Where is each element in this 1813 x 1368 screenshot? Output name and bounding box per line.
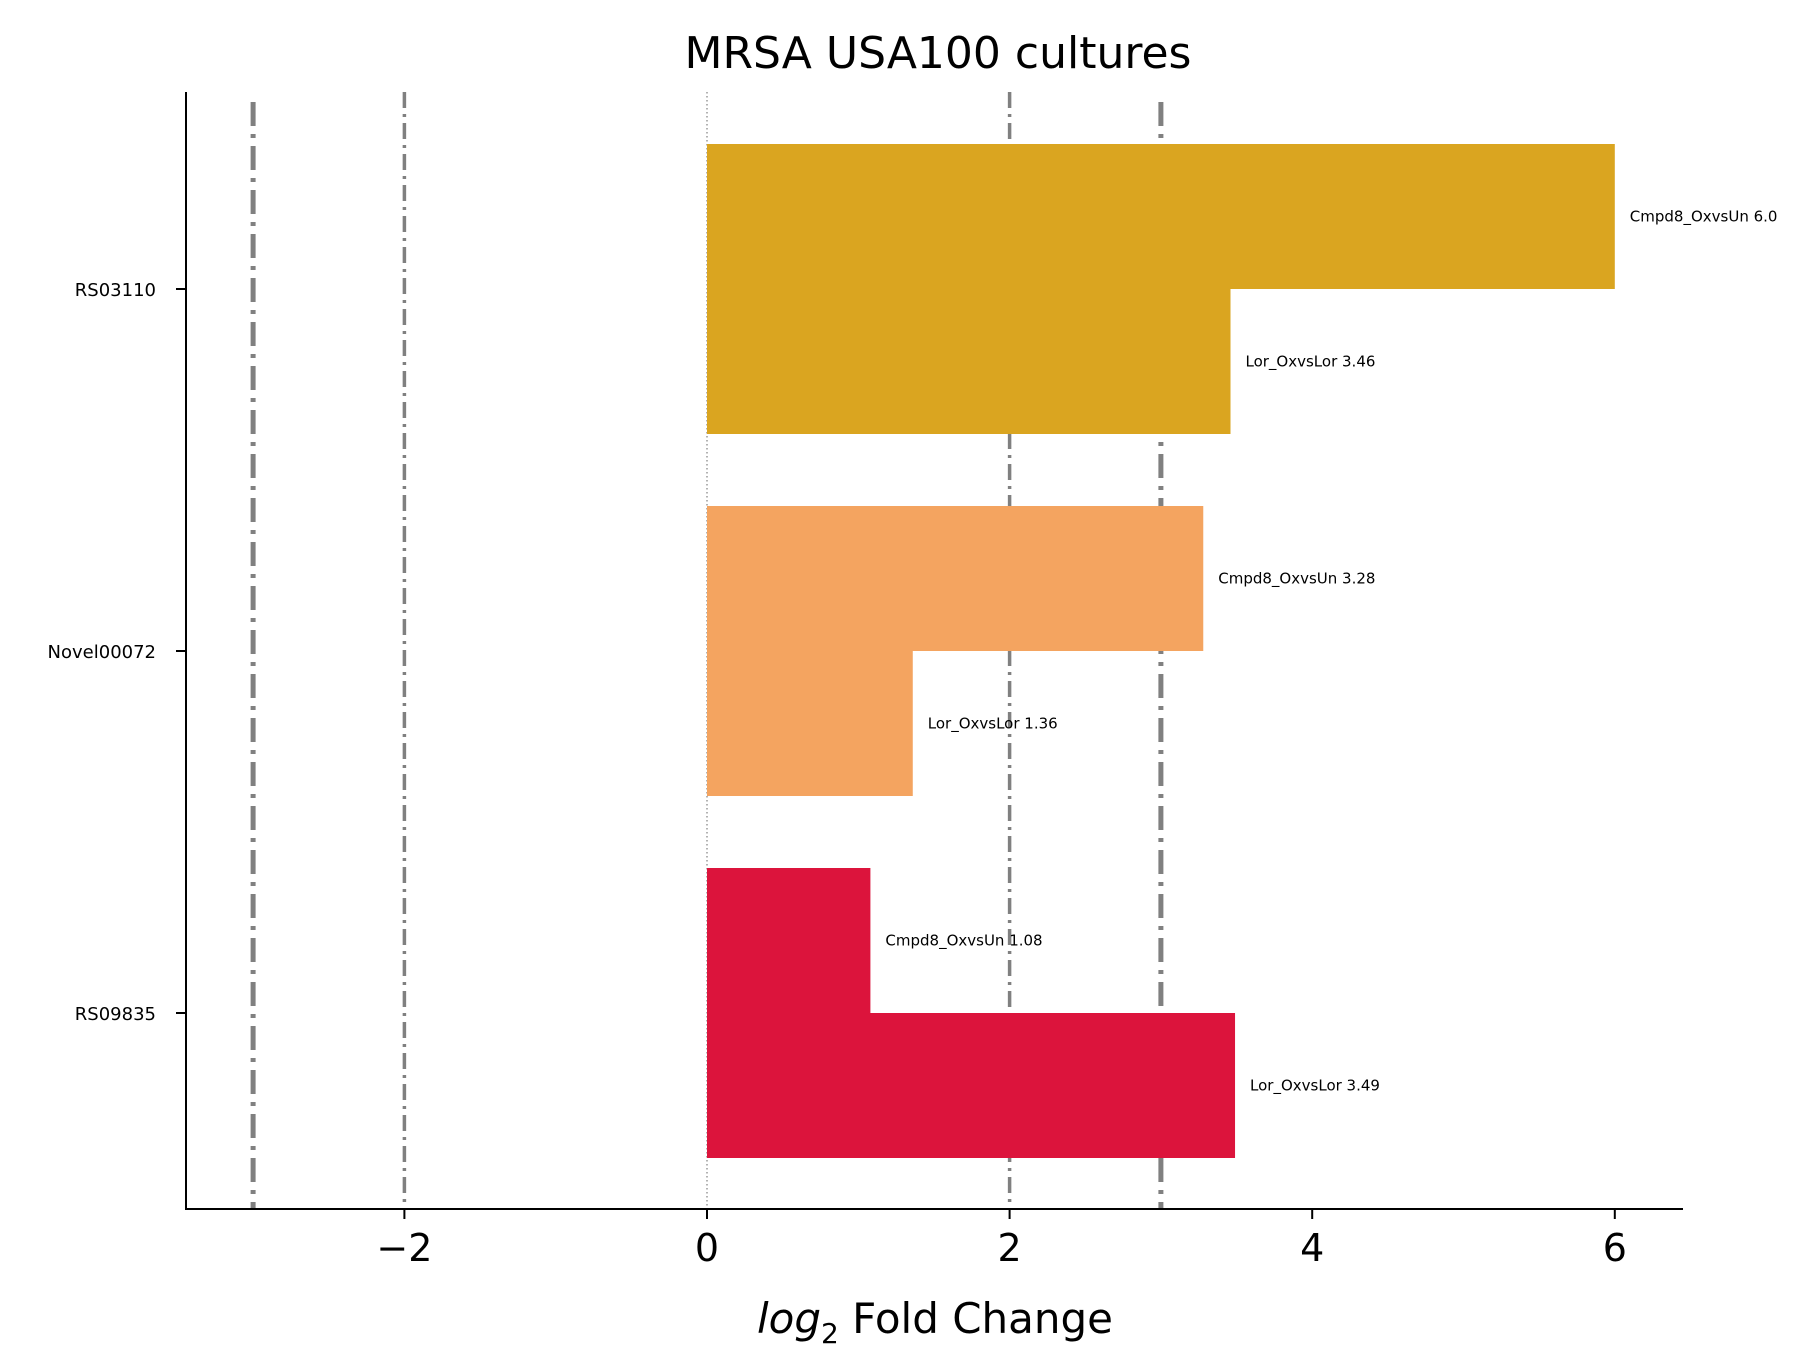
x-tick-label: 0 — [695, 1226, 719, 1270]
x-axis-label-log: log — [757, 1294, 821, 1343]
bar — [707, 506, 1204, 651]
bar — [707, 868, 871, 1013]
x-ticks: −2 0 2 4 6 — [376, 1209, 1627, 1270]
bars — [707, 144, 1615, 1158]
bar-label: Cmpd8_OxvsUn 3.28 — [1218, 570, 1375, 589]
x-axis-label: log2 Fold Change — [757, 1294, 1113, 1350]
y-ticks: RS03110 Novel00072 RS09835 — [48, 280, 186, 1025]
y-tick-label: RS09835 — [75, 1004, 156, 1025]
bar-labels: Cmpd8_OxvsUn 6.0 Lor_OxvsLor 3.46 Cmpd8_Ox… — [885, 208, 1777, 1096]
bar — [707, 1013, 1236, 1158]
x-axis-label-sub: 2 — [821, 1317, 839, 1350]
bar — [707, 289, 1231, 434]
bar — [707, 651, 913, 796]
bar-label: Lor_OxvsLor 3.46 — [1245, 353, 1375, 372]
x-tick-label: 2 — [998, 1226, 1022, 1270]
bar — [707, 144, 1615, 289]
bar-label: Lor_OxvsLor 1.36 — [928, 715, 1058, 734]
bar-label: Lor_OxvsLor 3.49 — [1250, 1077, 1380, 1096]
x-tick-label: −2 — [376, 1226, 432, 1270]
bar-label: Cmpd8_OxvsUn 6.0 — [1630, 208, 1778, 227]
y-tick-label: Novel00072 — [48, 642, 156, 663]
x-tick-label: 6 — [1603, 1226, 1627, 1270]
x-axis-label-rest: Fold Change — [839, 1294, 1113, 1343]
chart-title: MRSA USA100 cultures — [685, 28, 1192, 79]
y-tick-label: RS03110 — [75, 280, 156, 301]
x-tick-label: 4 — [1300, 1226, 1324, 1270]
bar-label: Cmpd8_OxvsUn 1.08 — [885, 932, 1042, 951]
